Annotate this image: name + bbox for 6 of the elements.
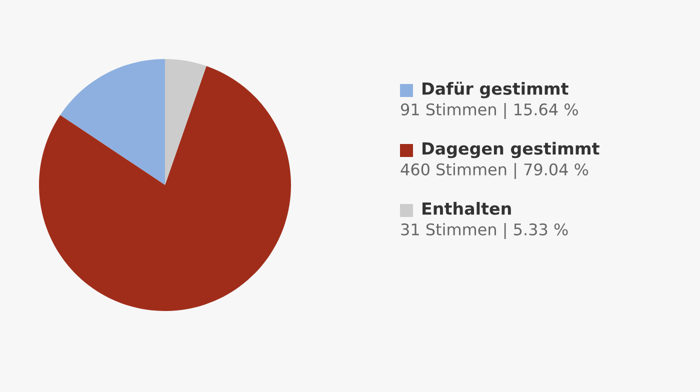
- legend-label: Dafür gestimmt: [422, 82, 568, 98]
- legend-label: Dagegen gestimmt: [422, 142, 600, 158]
- data-label: 460 Stimmen | 79.04 %: [400, 163, 588, 179]
- legend-label: Enthalten: [422, 202, 511, 215]
- data-label: 91 Stimmen | 15.64 %: [401, 103, 578, 119]
- data-label: 31 Stimmen | 5.33 %: [401, 223, 568, 239]
